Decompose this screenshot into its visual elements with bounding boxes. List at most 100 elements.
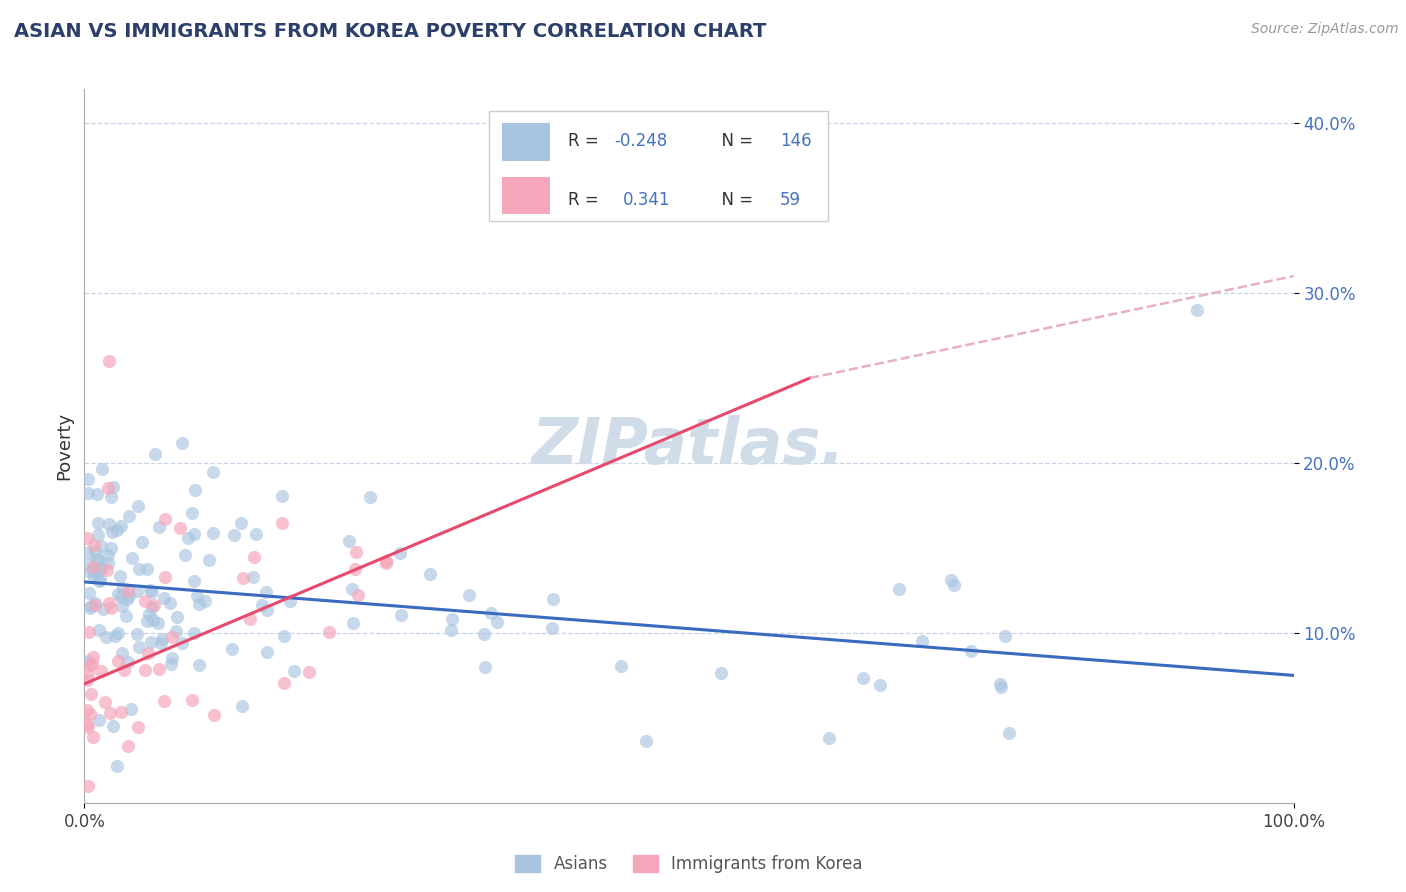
Point xyxy=(472,626,495,640)
Point xyxy=(118,508,141,523)
Point xyxy=(117,739,139,754)
Point xyxy=(79,706,101,721)
Legend: Asians, Immigrants from Korea: Asians, Immigrants from Korea xyxy=(515,855,863,873)
Text: N =: N = xyxy=(710,132,758,150)
Point xyxy=(942,578,965,592)
Point xyxy=(107,625,129,640)
Point xyxy=(91,602,114,616)
Point xyxy=(869,678,891,692)
Point xyxy=(148,520,170,534)
Point xyxy=(87,713,110,727)
Point xyxy=(77,720,100,734)
Point xyxy=(889,582,911,596)
Point xyxy=(77,557,100,571)
Point xyxy=(710,666,733,681)
Point xyxy=(79,658,101,673)
Point xyxy=(239,612,262,626)
Text: R =: R = xyxy=(568,132,605,150)
Point xyxy=(440,623,463,637)
Point xyxy=(77,472,100,486)
Point xyxy=(142,613,165,627)
Point xyxy=(127,627,149,641)
Text: N =: N = xyxy=(710,191,758,209)
Point xyxy=(152,694,174,708)
Point xyxy=(160,657,183,671)
Point xyxy=(183,626,205,640)
Point xyxy=(634,733,657,747)
Point xyxy=(138,646,160,660)
Point xyxy=(318,624,340,639)
Point xyxy=(485,615,508,630)
Point xyxy=(165,624,187,638)
Point xyxy=(960,644,983,658)
Point xyxy=(271,489,294,503)
Point xyxy=(181,693,204,707)
Text: 146: 146 xyxy=(780,132,811,150)
Point xyxy=(283,665,305,679)
Point xyxy=(256,603,278,617)
Point xyxy=(80,687,103,701)
Point xyxy=(342,582,364,596)
Point xyxy=(110,706,132,720)
Point xyxy=(117,591,139,606)
Point xyxy=(148,662,170,676)
Point xyxy=(242,549,264,564)
Point xyxy=(170,636,193,650)
Point xyxy=(994,629,1017,643)
Point xyxy=(134,594,156,608)
Point xyxy=(90,539,112,553)
Point xyxy=(347,588,370,602)
Point xyxy=(110,519,132,533)
Point xyxy=(342,616,364,631)
Point xyxy=(76,703,98,717)
Point xyxy=(107,587,129,601)
Point xyxy=(87,574,110,588)
Point xyxy=(170,435,193,450)
Point xyxy=(77,486,100,500)
Point xyxy=(990,680,1012,694)
Point xyxy=(143,447,166,461)
Point xyxy=(852,671,875,685)
Point xyxy=(278,594,301,608)
Point xyxy=(610,658,633,673)
Point xyxy=(103,719,125,733)
Point xyxy=(256,645,278,659)
Point xyxy=(337,533,360,548)
Point xyxy=(254,585,277,599)
Point xyxy=(738,133,761,147)
Point xyxy=(89,574,111,588)
Point xyxy=(86,516,108,531)
Point xyxy=(184,483,207,497)
Point xyxy=(97,354,120,368)
Point xyxy=(101,524,124,539)
Point xyxy=(94,695,117,709)
Point xyxy=(105,758,128,772)
Point xyxy=(458,588,481,602)
Point xyxy=(110,590,132,604)
Point xyxy=(118,590,141,604)
Y-axis label: Poverty: Poverty xyxy=(55,412,73,480)
Point xyxy=(142,599,165,613)
Point xyxy=(181,506,204,520)
Point xyxy=(101,481,124,495)
Point xyxy=(242,569,264,583)
Point xyxy=(83,570,105,584)
Point xyxy=(359,491,381,505)
Point xyxy=(82,560,104,574)
Point xyxy=(112,581,135,595)
Point xyxy=(128,640,150,654)
Point xyxy=(155,512,177,526)
Point xyxy=(83,538,105,552)
Point xyxy=(77,585,100,599)
Point xyxy=(146,615,169,630)
Point xyxy=(1185,303,1208,318)
Point xyxy=(183,574,205,588)
Point xyxy=(136,562,159,576)
Text: 59: 59 xyxy=(780,191,800,209)
Text: R =: R = xyxy=(568,191,609,209)
Point xyxy=(84,543,107,558)
Point xyxy=(107,523,129,537)
Point xyxy=(128,562,150,576)
Text: Source: ZipAtlas.com: Source: ZipAtlas.com xyxy=(1251,22,1399,37)
Point xyxy=(90,665,112,679)
